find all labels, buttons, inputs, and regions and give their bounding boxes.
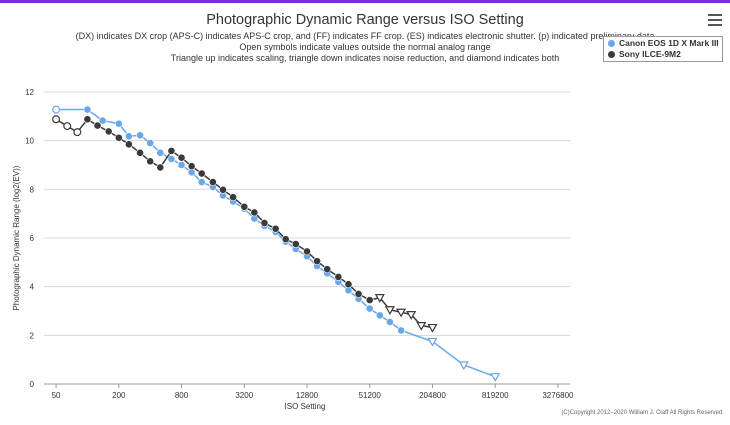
data-point-s1-11 <box>167 146 176 155</box>
data-point-s1-9 <box>146 157 155 166</box>
data-point-s1-17 <box>229 193 237 202</box>
x-tick-label-50: 50 <box>52 391 61 400</box>
data-point-s1-33 <box>396 308 407 318</box>
x-tick-label-200: 200 <box>112 391 126 400</box>
x-tick-label-819200: 819200 <box>482 391 509 400</box>
chart-legend: Canon EOS 1D X Mark III Sony ILCE-9M2 <box>603 36 723 62</box>
x-tick-label-3276800: 3276800 <box>542 391 574 400</box>
data-point-s0-31 <box>427 337 438 347</box>
data-point-s1-27 <box>334 273 343 281</box>
series-line-1 <box>55 118 433 329</box>
data-point-s1-21 <box>271 224 280 233</box>
chart-subtitle-2: Open symbols indicate values outside the… <box>239 42 491 52</box>
data-point-s0-11 <box>197 178 206 186</box>
chart-title: Photographic Dynamic Range versus ISO Se… <box>206 12 524 28</box>
y-tick-label-12: 12 <box>25 88 34 97</box>
data-point-s0-2 <box>98 116 107 125</box>
data-point-s1-10 <box>156 163 165 172</box>
legend-marker-sony <box>608 51 615 58</box>
data-point-s1-31 <box>374 294 385 303</box>
x-tick-label-3200: 3200 <box>235 391 253 400</box>
chart-subtitle-3: Triangle up indicates scaling, triangle … <box>170 53 560 63</box>
data-point-s1-0 <box>52 115 61 124</box>
chart-subtitle-1: (DX) indicates DX crop (APS-C) indicates… <box>75 31 655 41</box>
data-point-s1-35 <box>416 322 427 331</box>
data-point-s1-13 <box>187 162 196 171</box>
data-point-s1-29 <box>354 290 363 298</box>
top-accent-bar <box>0 0 730 3</box>
y-tick-label-8: 8 <box>30 185 35 194</box>
data-point-s0-33 <box>490 373 501 382</box>
data-point-s0-7 <box>156 148 165 157</box>
data-point-s1-22 <box>281 235 290 244</box>
data-point-s1-30 <box>365 296 374 304</box>
data-point-s0-3 <box>114 119 123 128</box>
data-point-s1-7 <box>125 140 133 149</box>
x-tick-label-204800: 204800 <box>419 391 446 400</box>
data-point-s1-16 <box>219 185 227 194</box>
x-tick-label-12800: 12800 <box>296 391 319 400</box>
data-point-s1-8 <box>136 148 144 157</box>
legend-item-canon[interactable]: Canon EOS 1D X Mark III <box>608 38 719 49</box>
data-point-s0-9 <box>177 161 186 169</box>
data-point-s1-26 <box>323 265 332 274</box>
data-point-s1-5 <box>104 127 113 136</box>
y-axis-title: Photographic Dynamic Range (log2(EV)) <box>12 165 21 310</box>
data-point-s0-4 <box>125 132 133 141</box>
data-point-s1-25 <box>313 257 321 266</box>
y-tick-label-4: 4 <box>30 283 35 292</box>
legend-marker-canon <box>608 40 615 47</box>
y-tick-label-10: 10 <box>25 137 34 146</box>
chart-menu-icon[interactable] <box>708 14 722 26</box>
y-tick-label-2: 2 <box>30 331 35 340</box>
data-point-s1-6 <box>114 133 123 142</box>
data-point-s1-15 <box>209 178 217 186</box>
data-point-s0-5 <box>136 131 144 140</box>
data-point-s0-29 <box>386 318 394 326</box>
data-point-s1-34 <box>406 311 417 320</box>
y-tick-label-0: 0 <box>30 380 35 389</box>
data-point-s1-32 <box>384 306 395 315</box>
data-point-s1-18 <box>240 202 249 211</box>
data-point-s0-28 <box>375 311 384 320</box>
legend-label-canon: Canon EOS 1D X Mark III <box>619 38 719 48</box>
data-point-s1-14 <box>197 169 206 178</box>
data-point-s1-19 <box>250 208 259 217</box>
copyright-text: (C)Copyright 2012–2020 William J. Claff … <box>561 410 724 416</box>
data-point-s1-24 <box>303 247 311 256</box>
data-point-s0-8 <box>167 155 176 163</box>
legend-item-sony[interactable]: Sony ILCE-9M2 <box>608 49 681 60</box>
data-point-s0-32 <box>458 361 469 371</box>
x-tick-label-51200: 51200 <box>359 391 382 400</box>
data-point-s0-1 <box>83 105 92 114</box>
data-point-s1-1 <box>63 122 72 131</box>
data-point-s1-28 <box>344 280 353 289</box>
data-point-s1-3 <box>83 115 92 124</box>
data-point-s1-36 <box>427 323 438 333</box>
legend-label-sony: Sony ILCE-9M2 <box>619 49 681 59</box>
data-point-s1-2 <box>73 128 82 137</box>
data-point-s0-6 <box>146 139 155 147</box>
data-point-s1-23 <box>291 240 300 248</box>
data-point-s1-4 <box>93 121 102 130</box>
series-line-0 <box>56 108 496 378</box>
data-point-s1-12 <box>177 153 186 162</box>
data-point-s1-20 <box>260 219 269 227</box>
data-point-s0-30 <box>397 326 405 335</box>
data-point-s0-0 <box>52 105 61 114</box>
x-axis-title: ISO Setting <box>285 402 326 411</box>
x-tick-label-800: 800 <box>175 391 189 400</box>
data-point-s0-27 <box>365 304 374 313</box>
y-tick-label-6: 6 <box>30 234 35 243</box>
